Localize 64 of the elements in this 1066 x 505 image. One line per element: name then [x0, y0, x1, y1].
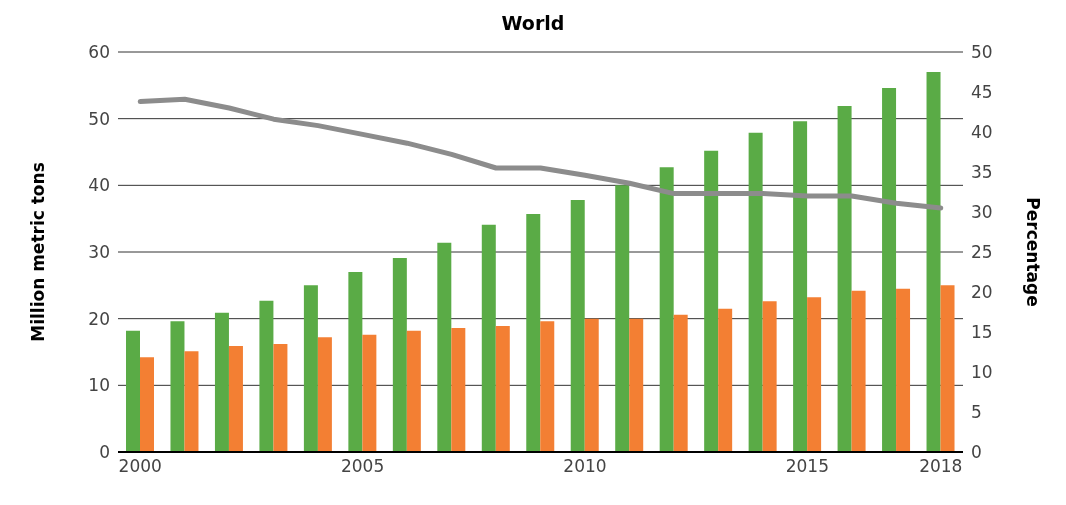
y2-tick-label: 0 — [971, 442, 982, 463]
bar — [748, 132, 763, 452]
bar — [673, 314, 688, 452]
y-tick-label: 60 — [88, 42, 110, 63]
x-tick-label: 2010 — [563, 456, 607, 477]
bar — [126, 330, 140, 452]
bar — [362, 334, 377, 452]
bar — [570, 200, 585, 452]
bar — [317, 337, 332, 452]
chart-title: World — [500, 11, 566, 36]
y2-tick-label: 15 — [971, 322, 993, 343]
bar — [926, 72, 941, 452]
bar — [615, 185, 630, 452]
x-tick-label: 2005 — [340, 456, 385, 477]
bar — [584, 318, 599, 452]
y2-tick-label: 25 — [971, 242, 993, 263]
y2-tick-label: 40 — [971, 122, 993, 143]
bar — [495, 326, 510, 452]
y2-tick-label: 35 — [971, 162, 993, 183]
bar — [793, 121, 808, 452]
x-tick-label: 2018 — [919, 456, 963, 477]
y2-tick-label: 30 — [971, 202, 993, 223]
y-tick-label: 20 — [88, 308, 110, 329]
y2-tick-label: 50 — [971, 42, 993, 63]
y2-tick-label: 20 — [971, 282, 993, 303]
y-tick-label: 10 — [88, 375, 110, 396]
bar — [348, 272, 363, 452]
x-tick-label: 2000 — [118, 456, 162, 477]
y-tick-label: 0 — [99, 442, 110, 463]
bar — [882, 88, 897, 452]
bar — [228, 346, 243, 452]
bar — [259, 300, 274, 452]
bar — [184, 351, 199, 452]
y2-tick-label: 5 — [971, 402, 982, 423]
bar — [526, 214, 541, 452]
y-tick-label: 50 — [88, 108, 110, 129]
bar — [718, 308, 733, 452]
bar — [273, 344, 288, 452]
bar — [851, 290, 866, 452]
y-tick-label: 40 — [88, 175, 110, 196]
y2-tick-label: 10 — [971, 362, 993, 383]
x-tick-label: 2015 — [785, 456, 829, 477]
bar — [896, 288, 911, 452]
bar — [540, 321, 555, 452]
bar — [451, 328, 466, 452]
bar — [392, 258, 407, 452]
bar — [481, 224, 496, 452]
y2-axis-title: Percentage — [1022, 197, 1043, 307]
y2-tick-label: 45 — [971, 82, 993, 103]
bar — [940, 285, 955, 452]
bar — [629, 318, 644, 452]
bar — [303, 285, 318, 452]
bar — [170, 321, 185, 452]
y-axis-title: Million metric tons — [28, 162, 49, 342]
bar — [704, 150, 719, 452]
bar — [837, 106, 852, 452]
bar — [140, 357, 154, 452]
bar — [762, 301, 777, 452]
bar — [659, 167, 674, 452]
y-tick-label: 30 — [88, 242, 110, 263]
bar — [807, 297, 822, 452]
bar — [214, 312, 229, 452]
bar — [437, 242, 452, 452]
bar — [406, 330, 421, 452]
